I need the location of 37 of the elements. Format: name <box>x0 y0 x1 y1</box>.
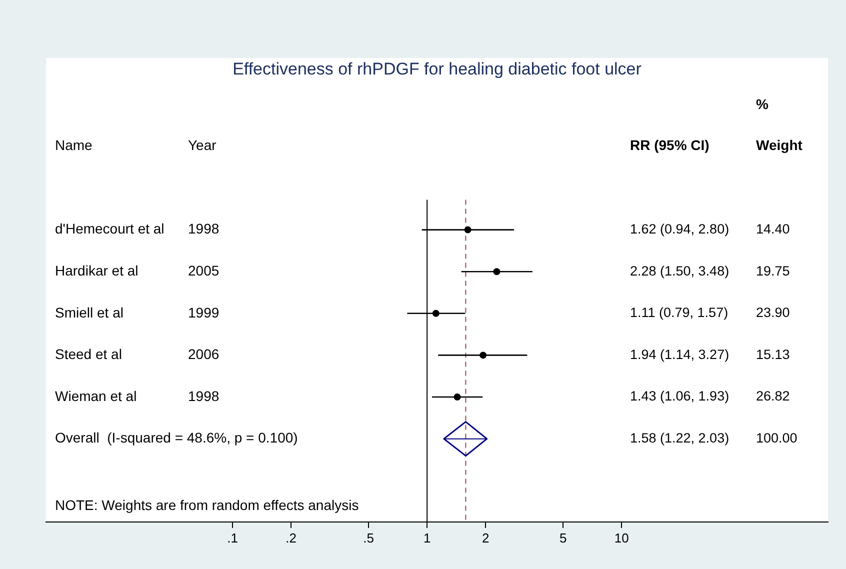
text: NOTE: Weights are from random effects analysis <box>55 496 359 513</box>
text: Weight <box>756 136 803 153</box>
text: Year <box>188 136 217 153</box>
text: % <box>756 96 769 112</box>
annotation: 1.58 (1.22, 2.03) <box>630 430 730 446</box>
x-tick-label: .2 <box>286 530 296 546</box>
annotation: 14.40 <box>756 222 790 237</box>
x-tick-label: 5 <box>559 530 567 546</box>
text: RR (95% CI) <box>630 136 710 153</box>
chart-title: Effectiveness of rhPDGF for healing diabetic foot ulcer <box>232 60 642 79</box>
annotation: 1998 <box>188 220 220 237</box>
annotation: 19.75 <box>756 263 790 278</box>
x-tick-label: 10 <box>614 530 629 546</box>
annotation: 2006 <box>188 346 220 362</box>
annotation: 23.90 <box>756 305 790 320</box>
annotation: 1998 <box>188 388 220 404</box>
annotation: 1.11 (0.79, 1.57) <box>630 305 728 320</box>
annotation: 26.82 <box>756 388 790 404</box>
annotation: 1.43 (1.06, 1.93) <box>630 388 730 404</box>
annotation: 100.00 <box>756 430 798 446</box>
y-tick-label: Hardikar et al <box>55 262 138 278</box>
x-tick-label: .1 <box>227 530 238 546</box>
x-tick-label: 2 <box>482 530 490 546</box>
annotation: 1999 <box>188 304 220 320</box>
annotation: 1.62 (0.94, 2.80) <box>630 222 730 237</box>
annotation: 1.94 (1.14, 3.27) <box>630 346 730 362</box>
y-tick-label: Overall (I-squared = 48.6%, p = 0.100) <box>55 430 298 446</box>
y-tick-label: Steed et al <box>55 346 122 362</box>
annotation: 2.28 (1.50, 3.48) <box>630 263 730 278</box>
y-tick-label: d'Hemecourt et al <box>55 220 164 237</box>
y-tick-label: Smiell et al <box>55 304 124 320</box>
x-tick-label: 1 <box>423 530 431 546</box>
annotation: 15.13 <box>756 346 790 362</box>
x-tick-label: .5 <box>363 530 374 546</box>
annotation: 2005 <box>188 262 220 278</box>
y-tick-label: Wieman et al <box>55 388 137 404</box>
text: Name <box>55 136 93 153</box>
